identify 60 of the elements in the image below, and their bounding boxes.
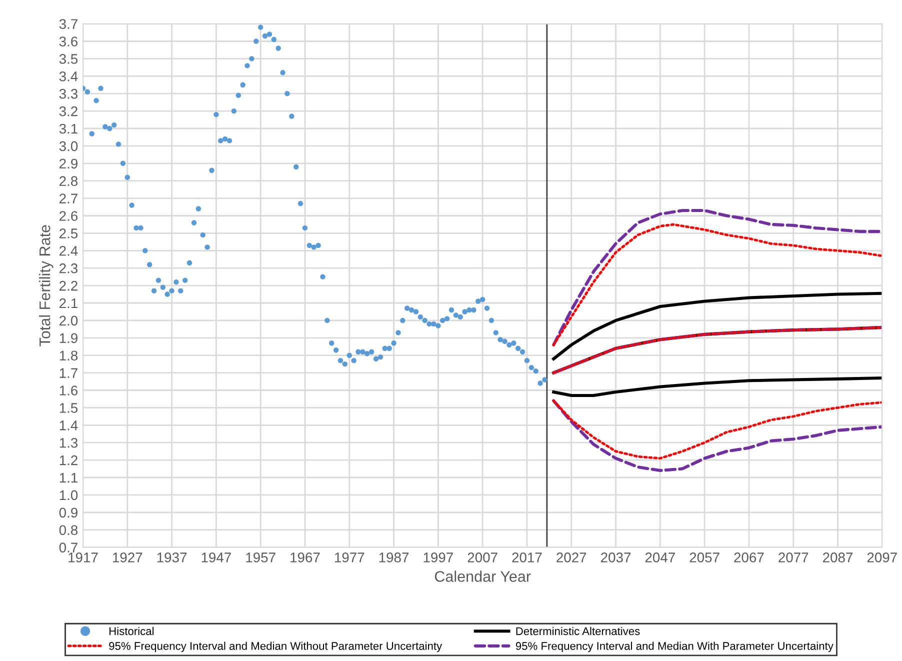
x-tick-label: 2067 — [734, 552, 764, 562]
y-tick-label: 1.5 — [60, 403, 78, 413]
line-series — [552, 399, 882, 472]
y-tick-label: 2.5 — [60, 228, 78, 238]
y-axis-title: Total Fertility Rate — [39, 225, 54, 346]
y-tick-label: 1.1 — [60, 472, 78, 483]
x-tick-label: 2057 — [690, 552, 720, 562]
y-tick-label: 3.0 — [59, 141, 78, 152]
y-tick-label: 3.6 — [59, 36, 78, 46]
y-tick-label: 2.7 — [60, 194, 78, 204]
line-series — [552, 399, 882, 460]
y-tick-label: 1.3 — [60, 438, 78, 448]
y-tick-label: 1.8 — [60, 350, 78, 361]
y-tick-label: 0.7 — [59, 542, 78, 552]
legend-label: 95% Frequency Interval and Median Without Parameter Uncertainty — [109, 642, 442, 652]
y-tick-label: 0.8 — [59, 525, 78, 536]
y-tick-label: 2.1 — [60, 298, 78, 308]
y-tick-label: 3.1 — [59, 124, 78, 134]
x-tick-label: 1967 — [290, 552, 320, 562]
x-tick-label: 2047 — [645, 552, 675, 562]
legend-label: Deterministic Alternatives — [516, 626, 640, 636]
y-tick-label: 2.3 — [60, 263, 78, 274]
x-tick-label: 2037 — [601, 552, 631, 562]
x-tick-label: 1947 — [202, 552, 231, 562]
y-tick-label: 1.9 — [60, 333, 78, 344]
x-tick-label: 1977 — [334, 552, 364, 562]
y-tick-label: 3.7 — [59, 19, 78, 29]
x-tick-label: 1987 — [379, 552, 409, 562]
y-tick-label: 1.6 — [60, 386, 78, 396]
line-series — [552, 292, 882, 360]
x-tick-label: 1957 — [246, 552, 276, 562]
x-tick-label: 1997 — [424, 552, 453, 562]
y-tick-label: 1.7 — [60, 368, 78, 378]
y-tick-label: 1.2 — [60, 455, 78, 466]
y-tick-label: 3.5 — [59, 54, 78, 64]
y-tick-label: 2.2 — [60, 280, 78, 291]
y-tick-label: 2.6 — [60, 211, 78, 221]
x-tick-label: 1927 — [112, 552, 142, 562]
y-tick-label: 0.9 — [59, 508, 78, 518]
x-tick-label: 1937 — [157, 552, 187, 562]
x-tick-label: 2087 — [823, 552, 853, 562]
y-tick-label: 2.8 — [60, 176, 78, 186]
y-tick-label: 3.3 — [59, 88, 78, 99]
line-series — [552, 376, 882, 398]
y-tick-label: 2.4 — [60, 246, 78, 256]
x-axis-title: Calendar Year — [434, 570, 531, 582]
legend-label: 95% Frequency Interval and Median With Parameter Uncertainty — [516, 642, 834, 652]
y-tick-label: 2.9 — [60, 158, 78, 169]
x-tick-label: 2017 — [512, 552, 542, 562]
x-tick-label: 2097 — [867, 552, 897, 562]
legend-label: Historical — [109, 626, 154, 636]
y-tick-label: 3.4 — [59, 71, 78, 82]
y-tick-label: 1.4 — [60, 420, 78, 430]
y-tick-label: 1.0 — [60, 490, 78, 500]
y-tick-label: 3.2 — [59, 106, 78, 116]
y-tick-label: 2.0 — [60, 316, 78, 326]
x-tick-label: 2007 — [468, 552, 498, 562]
x-tick-label: 1917 — [68, 552, 98, 562]
x-tick-label: 2077 — [778, 552, 808, 562]
x-tick-label: 2027 — [556, 552, 586, 562]
